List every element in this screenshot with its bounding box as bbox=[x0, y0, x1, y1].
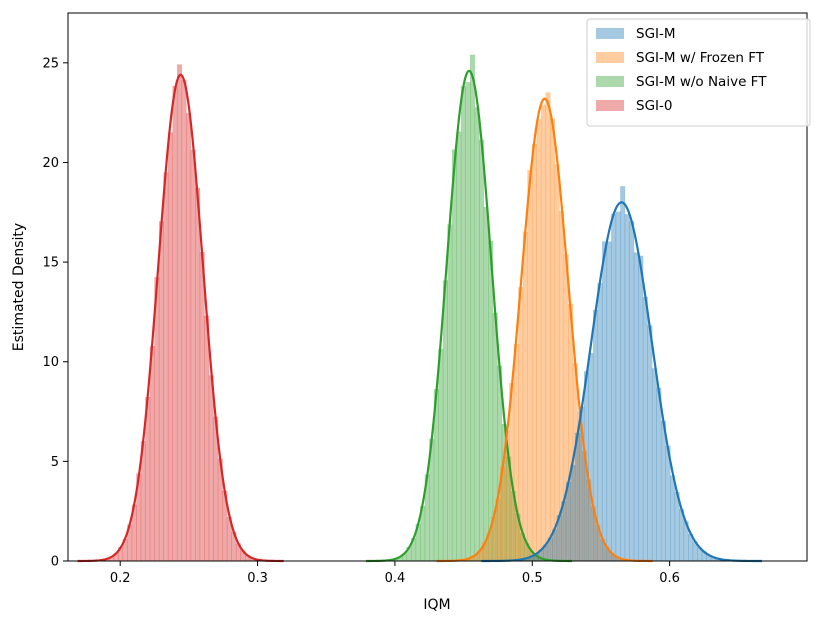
hist-bar bbox=[456, 131, 462, 562]
x-tick-label: 0.5 bbox=[522, 571, 543, 586]
hist-bar bbox=[149, 345, 155, 562]
hist-bar bbox=[554, 164, 560, 562]
hist-bar bbox=[602, 241, 608, 562]
hist-bar bbox=[574, 432, 580, 562]
x-axis-label: IQM bbox=[423, 597, 450, 613]
hist-bar bbox=[670, 475, 676, 562]
hist-bar bbox=[163, 172, 169, 562]
hist-bar bbox=[522, 231, 528, 562]
legend-label-sgi-0: SGI-0 bbox=[636, 98, 672, 114]
y-tick-label: 25 bbox=[42, 56, 59, 71]
legend-swatch-sgi-0 bbox=[596, 100, 624, 111]
legend-swatch-sgi-m-w-o-naive-ft bbox=[596, 76, 624, 87]
hist-bar bbox=[438, 348, 444, 562]
hist-bar bbox=[540, 104, 546, 562]
x-axis-ticks: 0.2 0.3 0.4 0.5 0.6 bbox=[110, 561, 680, 586]
hist-bar bbox=[611, 213, 617, 562]
hist-bar bbox=[469, 54, 476, 562]
hist-bar bbox=[624, 214, 630, 562]
hist-bar bbox=[204, 315, 210, 562]
hist-bar bbox=[451, 149, 457, 562]
hist-bar bbox=[167, 132, 173, 562]
hist-bar bbox=[570, 464, 576, 562]
hist-sgi-0 bbox=[99, 64, 260, 562]
legend: SGI-M SGI-M w/ Frozen FT SGI-M w/o Naive F… bbox=[586, 18, 811, 127]
hist-bar bbox=[172, 85, 178, 562]
hist-bar bbox=[474, 107, 480, 562]
hist-bar bbox=[483, 207, 489, 562]
hist-bar bbox=[651, 368, 657, 562]
hist-bar bbox=[195, 187, 201, 562]
hist-bar bbox=[638, 255, 644, 562]
hist-bar bbox=[633, 252, 639, 562]
hist-bar bbox=[488, 240, 494, 562]
hist-bar bbox=[181, 80, 187, 562]
hist-bar bbox=[656, 387, 662, 562]
hist-bar bbox=[177, 64, 183, 562]
hist-bar bbox=[597, 283, 603, 562]
hist-bar bbox=[158, 221, 164, 562]
hist-bar bbox=[154, 277, 160, 562]
y-tick-label: 0 bbox=[51, 555, 59, 570]
kde-layer bbox=[77, 69, 762, 563]
kde-line-sgi-m bbox=[481, 201, 762, 563]
y-axis-ticks: 0 5 10 15 20 25 bbox=[42, 56, 68, 570]
y-axis-label: Estimated Density bbox=[11, 223, 27, 351]
hist-bar bbox=[642, 296, 648, 562]
legend-swatch-sgi-m-w-frozen-ft bbox=[596, 52, 624, 63]
legend-label-sgi-m: SGI-M bbox=[636, 26, 676, 42]
hist-bar bbox=[186, 113, 192, 562]
legend-swatch-sgi-m bbox=[596, 28, 624, 39]
hist-bar bbox=[545, 92, 551, 562]
hist-bar bbox=[665, 445, 671, 562]
x-tick-label: 0.2 bbox=[110, 571, 131, 586]
legend-box bbox=[586, 18, 811, 127]
hist-bar bbox=[536, 119, 542, 562]
hist-bar bbox=[629, 220, 635, 562]
hist-bar bbox=[208, 375, 214, 562]
hist-bar bbox=[527, 169, 533, 562]
kde-line-sgi-m-w-o-naive-ft bbox=[366, 69, 573, 563]
y-tick-label: 15 bbox=[42, 256, 59, 271]
hist-bar bbox=[190, 149, 196, 562]
hist-bar bbox=[199, 252, 205, 562]
x-tick-label: 0.4 bbox=[385, 571, 406, 586]
hist-bar bbox=[588, 353, 594, 562]
hist-bar bbox=[549, 118, 556, 562]
hist-bar bbox=[447, 224, 453, 562]
hist-bar bbox=[479, 139, 485, 562]
legend-label-sgi-m-w-o-naive-ft: SGI-M w/o Naive FT bbox=[636, 74, 767, 90]
y-tick-label: 10 bbox=[42, 355, 59, 370]
histogram-layer bbox=[99, 54, 725, 562]
hist-bar bbox=[531, 143, 537, 562]
hist-bar bbox=[660, 420, 666, 562]
legend-label-sgi-m-w-frozen-ft: SGI-M w/ Frozen FT bbox=[636, 50, 765, 66]
x-tick-label: 0.3 bbox=[247, 571, 268, 586]
x-tick-label: 0.6 bbox=[659, 571, 680, 586]
hist-bar bbox=[465, 82, 471, 562]
hist-bar bbox=[460, 85, 466, 562]
y-tick-label: 5 bbox=[51, 455, 59, 470]
kde-line-sgi-0 bbox=[77, 73, 284, 563]
hist-bar bbox=[442, 280, 448, 562]
hist-bar bbox=[620, 186, 626, 562]
hist-bar bbox=[615, 211, 621, 562]
hist-bar bbox=[606, 241, 612, 562]
kde-line-sgi-m-w-frozen-ft bbox=[436, 97, 653, 563]
y-tick-label: 20 bbox=[42, 156, 59, 171]
hist-bar bbox=[513, 344, 519, 562]
hist-bar bbox=[647, 325, 653, 562]
plot-frame bbox=[67, 12, 808, 562]
